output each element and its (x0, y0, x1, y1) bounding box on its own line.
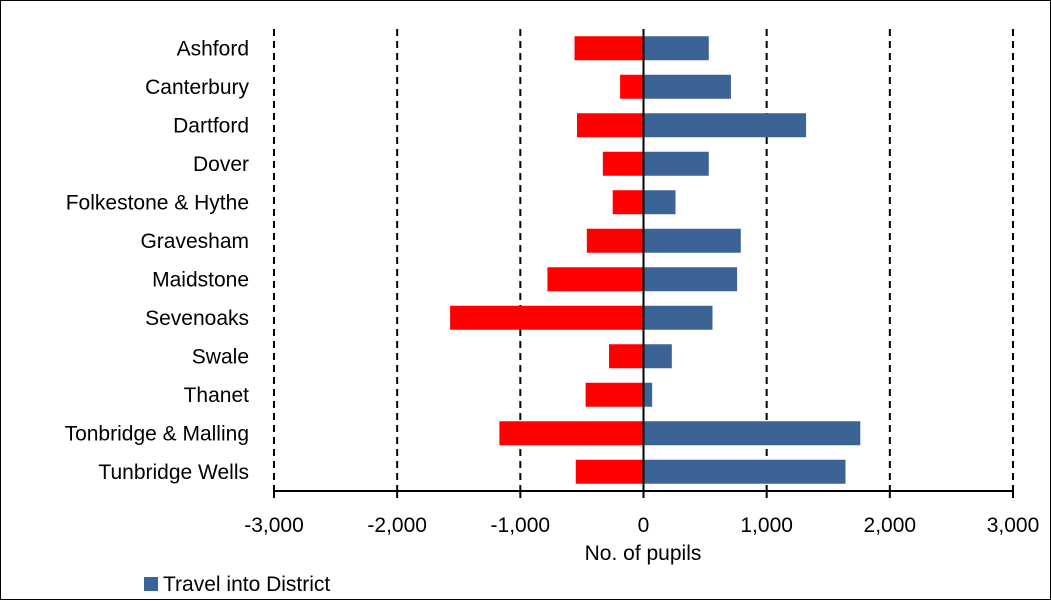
bar-inward-4 (643, 190, 676, 215)
bar-outward-7 (450, 305, 644, 330)
x-tick-label-3: 0 (638, 514, 650, 537)
category-label-1: Canterbury (145, 76, 249, 99)
bar-inward-11 (643, 459, 846, 484)
bar-outward-9 (585, 382, 644, 407)
x-tick-label-2: -1,000 (491, 514, 551, 537)
bar-outward-8 (609, 344, 644, 369)
category-label-5: Gravesham (140, 230, 249, 253)
bar-inward-9 (643, 382, 653, 407)
bar-outward-11 (575, 459, 644, 484)
category-label-9: Thanet (184, 384, 250, 407)
bar-inward-1 (643, 74, 731, 99)
x-tick-label-1: -2,000 (367, 514, 427, 537)
category-label-4: Folkestone & Hythe (66, 191, 249, 214)
x-tick-label-4: 1,000 (740, 514, 793, 537)
bar-inward-6 (643, 267, 738, 292)
category-label-7: Sevenoaks (145, 307, 249, 330)
category-label-11: Tunbridge Wells (98, 461, 249, 484)
category-label-10: Tonbridge & Malling (65, 422, 249, 445)
x-tick-label-0: -3,000 (244, 514, 304, 537)
bar-outward-4 (612, 190, 644, 215)
gridlines (273, 29, 1014, 491)
bar-inward-5 (643, 228, 741, 253)
bar-outward-1 (620, 74, 644, 99)
legend-label-travel-into-district: Travel into District (163, 573, 330, 596)
bar-inward-8 (643, 344, 672, 369)
category-labels: Ashford Canterbury Dartford Dover Folkestone… (65, 37, 250, 484)
x-axis-title: No. of pupils (585, 542, 702, 565)
x-tick-label-6: 3,000 (987, 514, 1040, 537)
category-label-2: Dartford (173, 114, 249, 137)
x-tick-labels: -3,000 -2,000 -1,000 0 1,000 2,000 3,000 (244, 514, 1039, 537)
x-tick-label-5: 2,000 (864, 514, 917, 537)
bar-outward-6 (547, 267, 644, 292)
bar-inward-7 (643, 305, 713, 330)
category-label-3: Dover (193, 153, 249, 176)
bar-outward-10 (499, 421, 644, 446)
bar-inward-10 (643, 421, 861, 446)
bar-inward-0 (643, 36, 709, 61)
axes (273, 29, 1014, 498)
bar-inward-3 (643, 151, 709, 176)
category-label-6: Maidstone (152, 268, 249, 291)
bar-outward-3 (602, 151, 644, 176)
bar-inward-2 (643, 113, 807, 138)
bar-outward-2 (576, 113, 644, 138)
legend: Travel into District (144, 573, 330, 596)
legend-swatch-travel-into-district (144, 577, 158, 591)
category-label-8: Swale (192, 345, 249, 368)
bar-outward-5 (586, 228, 644, 253)
bars (450, 36, 861, 484)
bar-outward-0 (574, 36, 644, 61)
category-label-0: Ashford (177, 37, 249, 60)
